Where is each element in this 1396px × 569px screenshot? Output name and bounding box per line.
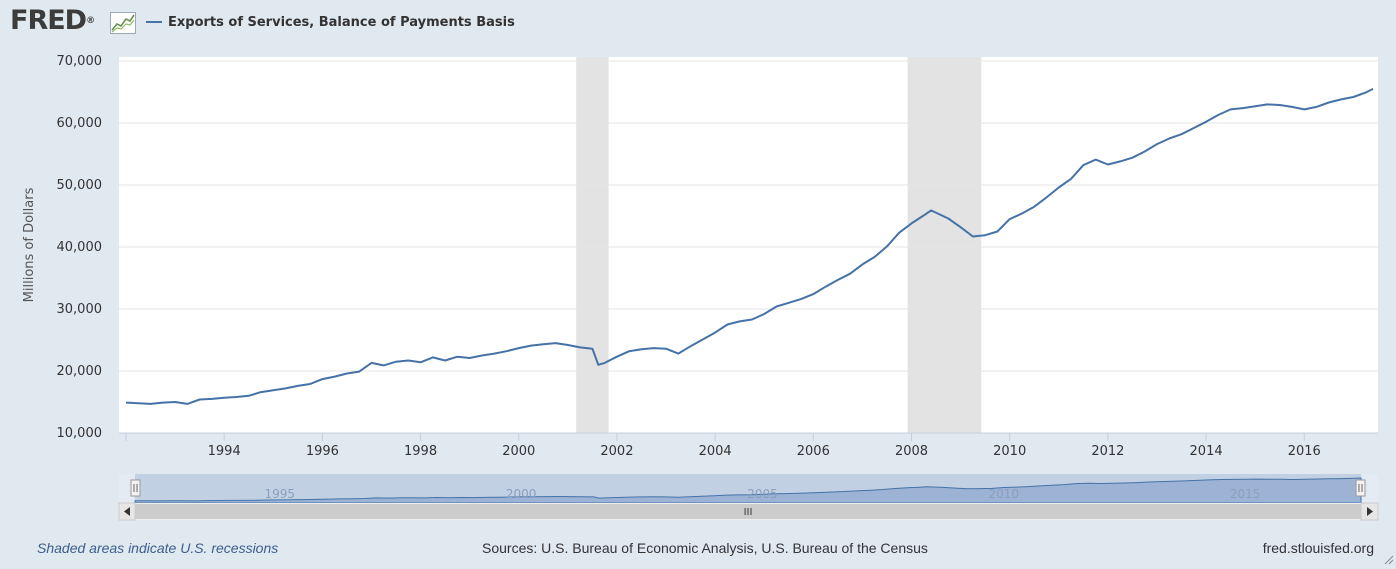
navigator-label-0: 1995 <box>265 487 296 501</box>
x-axis-ticks: 1994 1996 1998 2000 2002 2004 2006 2008 2010 2012… <box>125 433 1321 459</box>
recession-band-0 <box>576 57 609 433</box>
scroll-left-arrow-icon <box>124 507 130 516</box>
navigator-handle-left[interactable] <box>130 479 141 497</box>
navigator-labels: 1995 2000 2005 2010 2015 <box>265 487 1261 501</box>
x-tick-label-10: 2014 <box>1190 444 1223 459</box>
x-tick-label-2: 1998 <box>404 444 437 459</box>
plot-area <box>119 57 1378 433</box>
y-tick-label-4: 50,000 <box>57 178 103 193</box>
scrollbar-thumb[interactable] <box>135 504 1361 519</box>
y-tick-label-2: 30,000 <box>57 302 103 317</box>
sources-note: Sources: U.S. Bureau of Economic Analysi… <box>482 540 928 556</box>
y-axis-ticks: 10,000 20,000 30,000 40,000 50,000 60,000 70,0… <box>57 54 103 441</box>
x-tick-label-3: 2000 <box>502 444 535 459</box>
x-tick-label-11: 2016 <box>1288 444 1321 459</box>
logo-registered-mark: ® <box>86 16 95 26</box>
resize-grip-icon[interactable] <box>1382 553 1394 565</box>
series-lines <box>125 88 1374 405</box>
recession-note: Shaded areas indicate U.S. recessions <box>37 540 279 556</box>
x-tick-label-0: 1994 <box>208 444 241 459</box>
chart-legend: Exports of Services, Balance of Payments… <box>146 12 515 32</box>
fred-graph-icon <box>110 12 136 34</box>
legend-series-label: Exports of Services, Balance of Payments… <box>168 14 515 30</box>
x-tick-label-6: 2006 <box>797 444 830 459</box>
y-tick-label-3: 40,000 <box>57 240 103 255</box>
x-tick-label-1: 1996 <box>306 444 339 459</box>
navigator-label-3: 2010 <box>989 487 1020 501</box>
recession-band-1 <box>907 57 982 433</box>
series-line-0 <box>125 88 1374 405</box>
x-tick-label-5: 2004 <box>699 444 732 459</box>
y-tick-label-5: 60,000 <box>57 116 103 131</box>
grid-lines <box>119 60 1378 434</box>
y-tick-label-0: 10,000 <box>57 426 103 441</box>
y-tick-label-1: 20,000 <box>57 364 103 379</box>
y-axis-label: Millions of Dollars <box>22 187 37 302</box>
legend-swatch <box>146 21 162 23</box>
navigator-series <box>134 477 1362 504</box>
x-tick-label-8: 2010 <box>993 444 1026 459</box>
scroll-right-arrow-icon <box>1367 507 1373 516</box>
navigator-handle-right[interactable] <box>1355 479 1366 497</box>
x-tick-label-7: 2008 <box>895 444 928 459</box>
navigator-label-1: 2000 <box>506 487 537 501</box>
logo-text: FRED <box>10 5 87 36</box>
x-tick-label-9: 2012 <box>1091 444 1124 459</box>
y-tick-label-6: 70,000 <box>57 54 103 69</box>
x-tick-label-4: 2002 <box>600 444 633 459</box>
fred-logo[interactable]: FRED® <box>10 5 95 36</box>
navigator-area-0 <box>134 477 1362 504</box>
navigator-label-4: 2015 <box>1230 487 1261 501</box>
scrollbar-grip: III <box>744 507 753 518</box>
site-link[interactable]: fred.stlouisfed.org <box>1262 540 1374 556</box>
recession-shading <box>576 57 982 433</box>
navigator-label-2: 2005 <box>747 487 778 501</box>
